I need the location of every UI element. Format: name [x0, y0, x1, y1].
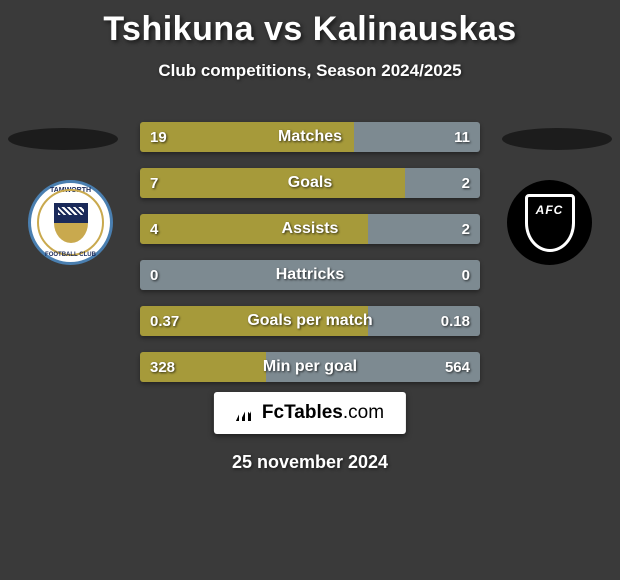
stat-bar-right [140, 260, 480, 290]
stat-value-left: 328 [150, 352, 175, 382]
brand-suffix: .com [343, 402, 384, 423]
crest-right-shield-icon: AFC [525, 194, 575, 252]
stat-row: 72Goals [140, 168, 480, 198]
stat-value-right: 0.18 [441, 306, 470, 336]
stat-row: 42Assists [140, 214, 480, 244]
stat-value-left: 7 [150, 168, 158, 198]
subtitle: Club competitions, Season 2024/2025 [0, 61, 620, 81]
stat-value-right: 2 [462, 168, 470, 198]
brand-text: FcTables.com [262, 402, 384, 424]
player-shadow-right [502, 128, 612, 150]
player-shadow-left [8, 128, 118, 150]
stat-value-left: 0.37 [150, 306, 179, 336]
stat-row: 328564Min per goal [140, 352, 480, 382]
stat-value-left: 4 [150, 214, 158, 244]
stat-row: 0.370.18Goals per match [140, 306, 480, 336]
crest-left-inner [37, 189, 104, 256]
brand-chart-icon [236, 405, 256, 421]
page-title: Tshikuna vs Kalinauskas [0, 0, 620, 49]
stat-value-right: 2 [462, 214, 470, 244]
club-crest-right: AFC [507, 180, 592, 265]
stat-value-left: 0 [150, 260, 158, 290]
club-crest-left: TAMWORTH FOOTBALL CLUB [28, 180, 113, 265]
crest-left-shield-icon [54, 203, 88, 243]
footer-date: 25 november 2024 [0, 452, 620, 473]
stat-value-right: 564 [445, 352, 470, 382]
stat-bar-left [140, 214, 368, 244]
stat-bar-left [140, 168, 405, 198]
stat-row: 1911Matches [140, 122, 480, 152]
stat-value-right: 11 [454, 122, 470, 152]
brand-name: FcTables [262, 402, 343, 423]
crest-left-sub: FOOTBALL CLUB [31, 252, 110, 258]
stat-row: 00Hattricks [140, 260, 480, 290]
stat-bar-left [140, 122, 354, 152]
stat-value-right: 0 [462, 260, 470, 290]
stat-value-left: 19 [150, 122, 167, 152]
stats-bars: 1911Matches72Goals42Assists00Hattricks0.… [140, 122, 480, 398]
crest-right-letters: AFC [536, 203, 564, 217]
brand-badge: FcTables.com [214, 392, 406, 434]
